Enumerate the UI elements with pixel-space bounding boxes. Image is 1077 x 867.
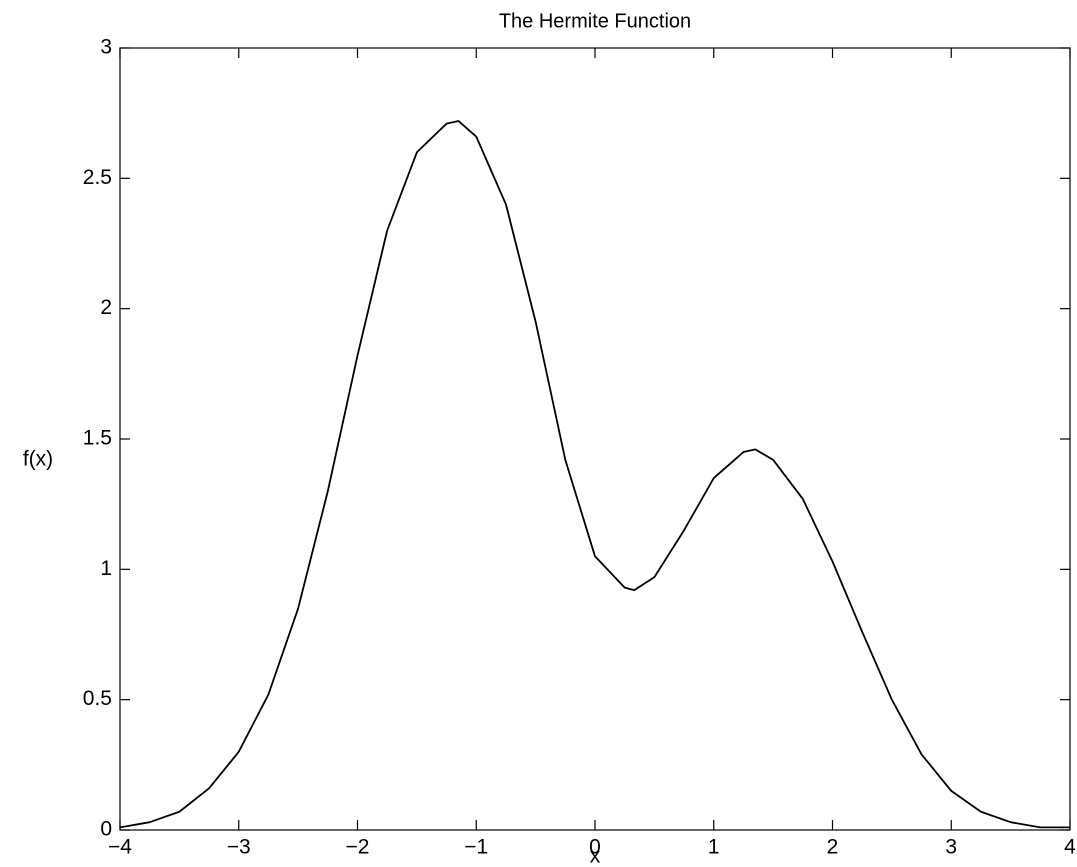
x-tick-label: 1 bbox=[708, 836, 720, 859]
x-tick-label: −3 bbox=[227, 836, 251, 859]
x-tick-label: 4 bbox=[1064, 836, 1076, 859]
y-tick-label: 0 bbox=[100, 818, 112, 841]
y-axis-label: f(x) bbox=[23, 448, 53, 471]
y-tick-label: 0.5 bbox=[83, 687, 112, 710]
x-tick-label: 0 bbox=[589, 836, 601, 859]
y-tick-label: 2 bbox=[100, 296, 112, 319]
x-tick-label: 3 bbox=[945, 836, 957, 859]
y-tick-label: 3 bbox=[100, 36, 112, 59]
y-tick-label: 1.5 bbox=[83, 427, 112, 450]
y-tick-label: 1 bbox=[100, 557, 112, 580]
x-tick-label: −2 bbox=[346, 836, 370, 859]
plot-frame bbox=[119, 47, 1071, 831]
x-tick-label: −4 bbox=[108, 836, 132, 859]
x-tick-label: −1 bbox=[464, 836, 488, 859]
y-tick-label: 2.5 bbox=[83, 166, 112, 189]
chart-title: The Hermite Function bbox=[499, 10, 691, 32]
line-series bbox=[119, 120, 1070, 829]
x-axis-label: x bbox=[590, 845, 601, 867]
x-tick-label: 2 bbox=[827, 836, 839, 859]
